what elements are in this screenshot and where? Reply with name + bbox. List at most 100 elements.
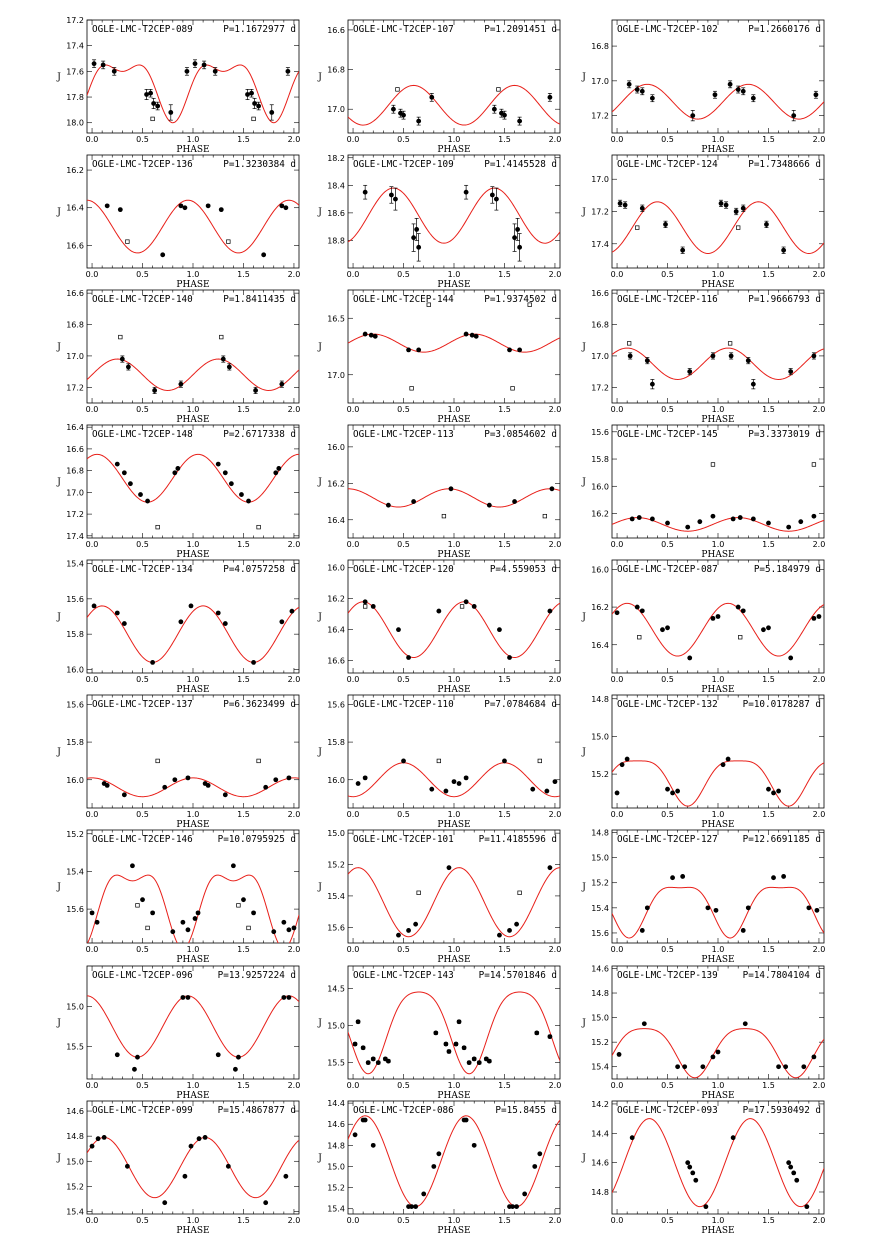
data-point xyxy=(750,95,756,101)
data-point xyxy=(236,1054,241,1060)
plot-frame xyxy=(611,1100,825,1215)
x-tick-label: 2.0 xyxy=(288,405,301,414)
plot-frame xyxy=(86,965,300,1080)
period-label: P=7.0784684 d xyxy=(484,699,557,710)
y-tick-label: 16.4 xyxy=(327,516,345,525)
x-tick-label: 2.0 xyxy=(549,540,562,549)
y-tick-label: 16.6 xyxy=(66,241,84,250)
fit-curve xyxy=(348,187,560,244)
data-point xyxy=(750,516,756,522)
data-point xyxy=(178,203,184,209)
data-point xyxy=(463,189,469,195)
fit-curve xyxy=(348,991,560,1075)
data-point xyxy=(239,492,244,497)
y-axis-label: J xyxy=(581,343,586,353)
x-tick-label: 2.0 xyxy=(813,540,826,549)
y-tick-label: 16.2 xyxy=(591,603,609,612)
data-point xyxy=(463,331,469,337)
data-point xyxy=(285,68,291,74)
rejected-point xyxy=(459,604,465,609)
y-tick-label: 16.8 xyxy=(591,42,609,51)
y-tick-label: 15.2 xyxy=(327,1184,345,1193)
x-axis-label: PHASE xyxy=(176,955,209,965)
data-point xyxy=(273,777,279,783)
x-tick-label: 0.5 xyxy=(661,1216,674,1225)
data-point xyxy=(180,995,186,1000)
y-tick-label: 17.0 xyxy=(66,488,84,497)
data-point xyxy=(791,113,797,119)
y-tick-label: 17.0 xyxy=(591,352,609,361)
y-tick-label: 15.8 xyxy=(591,455,609,464)
data-point xyxy=(125,364,131,370)
y-tick-label: 16.6 xyxy=(66,289,84,298)
x-tick-label: 0.0 xyxy=(86,405,99,414)
data-point xyxy=(132,1066,137,1072)
x-tick-label: 0.0 xyxy=(611,540,624,549)
y-tick-label: 15.4 xyxy=(327,1205,345,1214)
x-tick-label: 0.0 xyxy=(347,1216,360,1225)
x-axis-label: PHASE xyxy=(437,820,470,830)
y-tick-label: 14.8 xyxy=(591,829,609,838)
data-point xyxy=(811,513,817,519)
y-tick-label: 15.2 xyxy=(66,830,84,839)
x-tick-label: 0.0 xyxy=(347,270,360,279)
y-axis-label: J xyxy=(56,748,61,758)
data-point xyxy=(629,1135,635,1141)
x-axis-label: PHASE xyxy=(176,820,209,830)
data-point xyxy=(522,1191,528,1197)
x-tick-label: 1.0 xyxy=(187,675,200,684)
x-tick-label: 0.5 xyxy=(661,270,674,279)
x-tick-label: 0.5 xyxy=(661,1081,674,1090)
y-tick-label: 15.6 xyxy=(591,428,609,437)
y-tick-label: 18.8 xyxy=(327,236,345,245)
data-point xyxy=(121,621,127,626)
data-point xyxy=(222,792,228,798)
data-point xyxy=(443,1041,449,1047)
data-point xyxy=(362,189,368,195)
data-point xyxy=(150,910,156,916)
data-point xyxy=(283,205,289,211)
star-id-label: OGLE-LMC-T2CEP-143 xyxy=(353,970,454,981)
data-point xyxy=(616,1052,622,1057)
data-point xyxy=(530,786,536,792)
data-point xyxy=(816,614,822,619)
data-point xyxy=(205,783,211,788)
data-point xyxy=(241,897,246,903)
data-point xyxy=(720,762,726,768)
y-tick-label: 17.2 xyxy=(66,510,84,519)
data-point xyxy=(644,905,650,911)
data-point xyxy=(649,381,655,387)
light-curve-panel: 0.0 0.5 1.0 1.5 2.0 14.8 15.0 15.2 PHASE J OGLE-LM… xyxy=(581,694,825,830)
y-axis-label: J xyxy=(581,208,586,218)
x-tick-label: 0.5 xyxy=(397,540,410,549)
x-tick-label: 2.0 xyxy=(813,675,826,684)
data-point xyxy=(514,1204,519,1210)
data-point xyxy=(411,499,417,504)
plot-frame xyxy=(347,424,561,539)
y-axis-label: J xyxy=(56,1154,61,1164)
data-point xyxy=(463,599,469,605)
y-axis-label: J xyxy=(56,343,61,353)
data-point xyxy=(670,790,675,796)
data-point xyxy=(766,520,771,526)
y-tick-label: 14.8 xyxy=(327,1141,345,1150)
y-tick-label: 14.2 xyxy=(591,1100,609,1109)
x-tick-label: 1.5 xyxy=(498,675,511,684)
x-tick-label: 1.0 xyxy=(448,405,461,414)
x-tick-label: 1.0 xyxy=(712,135,725,144)
data-point xyxy=(547,865,553,871)
data-point xyxy=(279,619,285,625)
x-tick-label: 0.0 xyxy=(611,945,624,954)
y-tick-label: 16.8 xyxy=(327,66,345,75)
data-point xyxy=(245,92,250,97)
y-tick-label: 15.5 xyxy=(327,1059,345,1068)
x-tick-label: 1.0 xyxy=(187,405,200,414)
data-point xyxy=(413,921,419,927)
data-point xyxy=(544,788,550,794)
plot-frame xyxy=(86,424,300,539)
period-label: P=4.0757258 d xyxy=(223,564,296,575)
rejected-point xyxy=(155,758,160,764)
y-tick-label: 15.0 xyxy=(66,1157,84,1166)
x-tick-label: 0.0 xyxy=(86,135,99,144)
data-point xyxy=(152,388,158,393)
